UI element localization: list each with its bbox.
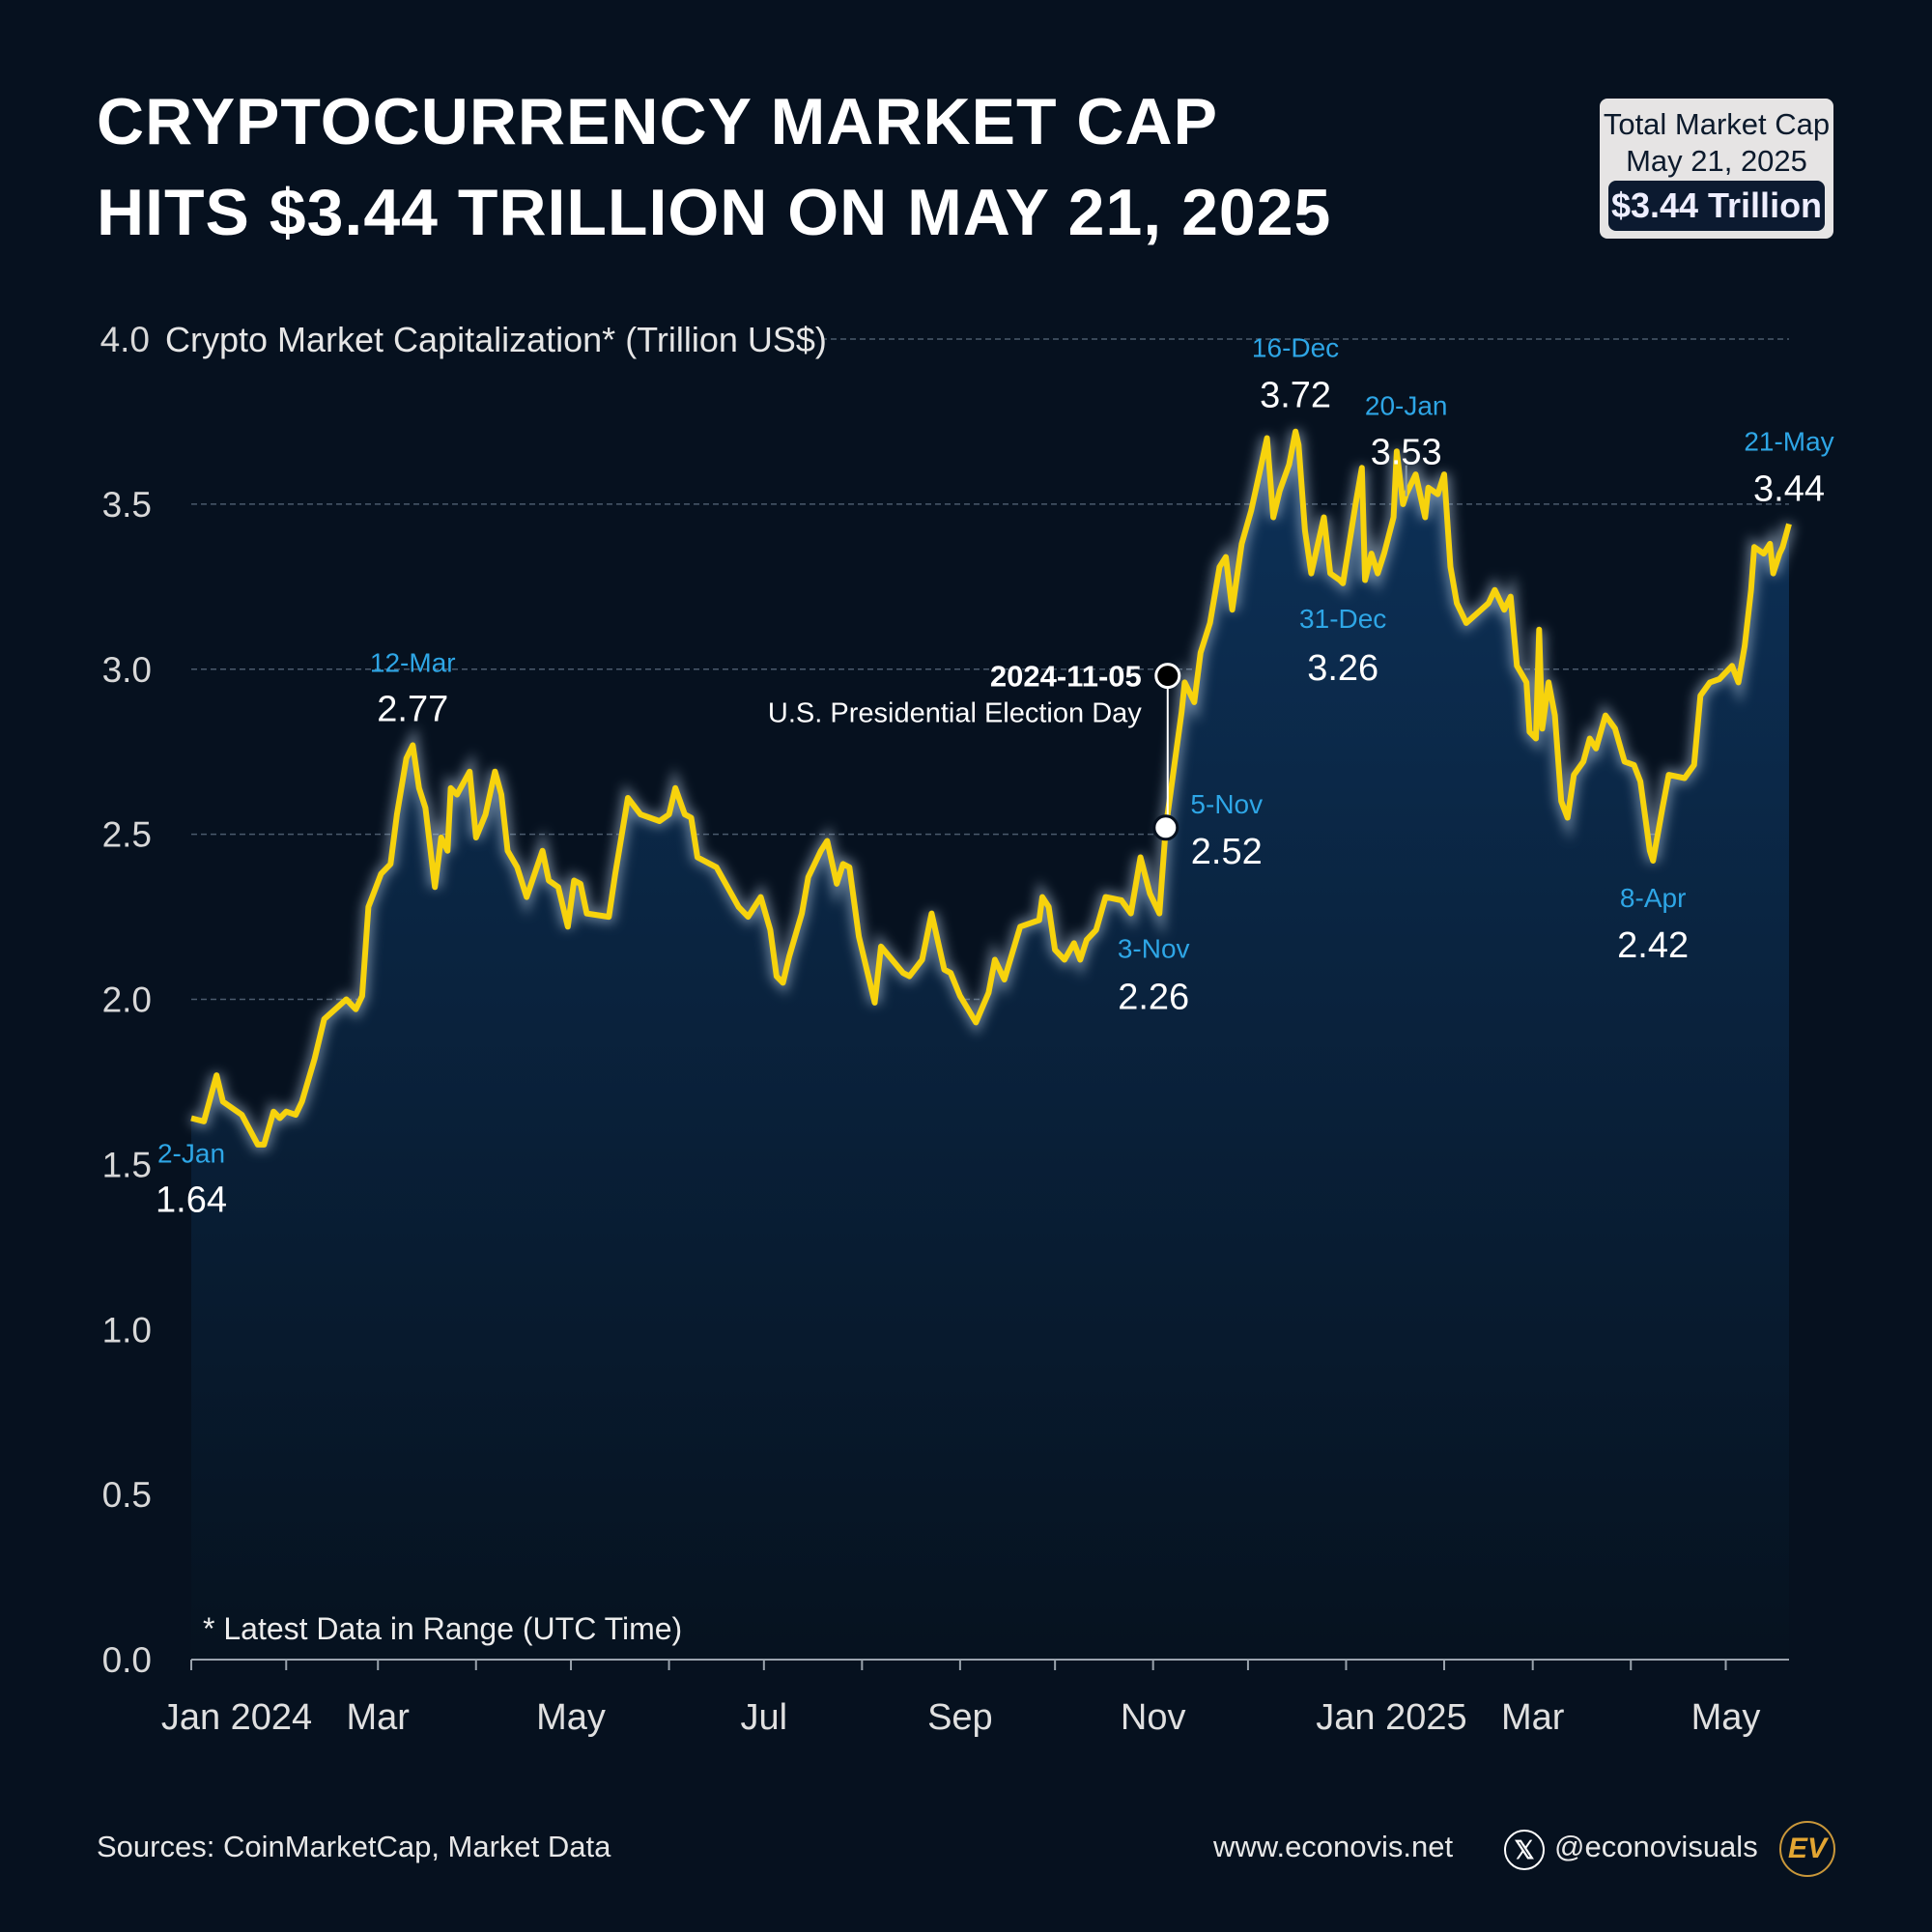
annotation-value: 2.52 — [1191, 832, 1263, 872]
annotation-value: 2.42 — [1617, 925, 1689, 966]
title-line-1: CRYPTOCURRENCY MARKET CAP — [97, 85, 1218, 158]
y-tick-label: 1.0 — [102, 1310, 152, 1350]
social-handle[interactable]: @econovisuals — [1554, 1830, 1758, 1863]
annotation-date: 21-May — [1744, 426, 1833, 456]
annotation-date: 16-Dec — [1252, 333, 1339, 363]
x-tick-label: Mar — [347, 1697, 411, 1738]
website-link[interactable]: www.econovis.net — [1213, 1830, 1454, 1863]
series-line — [190, 428, 1792, 1148]
y-tick-label: 4.0 — [100, 320, 150, 359]
x-tick-label: Jul — [741, 1697, 788, 1738]
footnote: * Latest Data in Range (UTC Time) — [203, 1611, 682, 1646]
y-tick-label: 3.0 — [102, 650, 152, 690]
y-axis-title: Crypto Market Capitalization* (Trillion … — [165, 320, 827, 359]
econovis-logo: EV — [1779, 1821, 1835, 1877]
logo-text: EV — [1787, 1833, 1828, 1864]
y-tick-label: 3.5 — [102, 485, 152, 525]
annotation-date: 20-Jan — [1365, 391, 1448, 421]
summary-value: $3.44 Trillion — [1608, 181, 1825, 231]
annotation-date: 31-Dec — [1299, 604, 1386, 634]
x-tick-label: May — [1691, 1697, 1761, 1738]
annotation-date: 2-Jan — [157, 1139, 225, 1169]
x-tick-label: Mar — [1501, 1697, 1565, 1738]
x-tick-label: Nov — [1121, 1697, 1186, 1738]
summary-label: Total Market Cap — [1603, 107, 1831, 141]
annotation-date: 3-Nov — [1118, 934, 1190, 964]
event-marker-point — [1152, 814, 1179, 841]
x-tick-label: Sep — [927, 1697, 993, 1738]
y-tick-label: 2.0 — [102, 980, 152, 1020]
summary-box: Total Market Cap May 21, 2025 $3.44 Tril… — [1600, 99, 1833, 239]
y-tick-label: 0.5 — [102, 1475, 152, 1515]
annotation-date: 5-Nov — [1190, 789, 1263, 819]
annotation-value: 3.44 — [1753, 469, 1825, 509]
annotation-value: 3.72 — [1260, 376, 1331, 416]
annotation-value: 1.64 — [156, 1180, 227, 1221]
annotation-value: 2.26 — [1118, 978, 1189, 1018]
x-tick-label: Jan 2024 — [161, 1697, 312, 1738]
event-label: U.S. Presidential Election Day — [768, 698, 1142, 729]
y-tick-label: 1.5 — [102, 1145, 152, 1184]
summary-date: May 21, 2025 — [1626, 144, 1807, 178]
annotation-value: 3.26 — [1307, 648, 1378, 689]
x-logo-icon[interactable]: 𝕏 — [1504, 1830, 1545, 1870]
annotation-date: 12-Mar — [370, 647, 456, 677]
annotation-value: 2.77 — [377, 689, 448, 729]
sources: Sources: CoinMarketCap, Market Data — [97, 1830, 611, 1863]
y-tick-label: 0.0 — [102, 1640, 152, 1680]
event-marker-top — [1154, 663, 1181, 690]
annotation-date: 8-Apr — [1620, 883, 1686, 913]
y-tick-label: 2.5 — [102, 815, 152, 855]
x-tick-label: May — [536, 1697, 606, 1738]
event-date: 2024-11-05 — [990, 660, 1142, 694]
x-tick-label: Jan 2025 — [1316, 1697, 1466, 1738]
title-line-2: HITS $3.44 TRILLION ON MAY 21, 2025 — [97, 176, 1332, 249]
area-fill — [191, 431, 1789, 1661]
